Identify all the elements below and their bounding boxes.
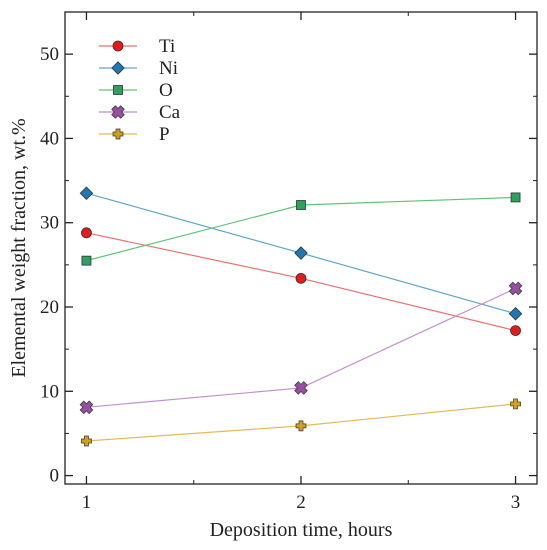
data-point-p	[510, 398, 521, 410]
data-point-ti	[510, 325, 521, 337]
series-markers	[79, 186, 523, 447]
x-tick-label: 1	[82, 492, 92, 513]
x-tick-label: 3	[511, 492, 521, 513]
data-point-ti	[81, 227, 92, 239]
y-tick-label: 20	[40, 297, 59, 318]
y-tick-label: 50	[40, 44, 59, 65]
data-point-o	[296, 200, 306, 210]
legend-label-ti: Ti	[159, 36, 175, 57]
legend-marker-ca	[111, 105, 125, 119]
legend-label-ca: Ca	[159, 102, 181, 123]
series-lines	[86, 192, 516, 442]
data-point-p	[295, 420, 307, 432]
data-point-ca	[294, 381, 308, 395]
legend-marker-ni	[111, 61, 125, 75]
legend-label-ni: Ni	[159, 58, 178, 79]
legend-marker-p	[112, 128, 124, 140]
legend-marker-ti	[112, 40, 124, 52]
y-tick-label: 10	[40, 381, 59, 402]
data-point-ca	[79, 400, 94, 415]
data-point-o	[510, 192, 521, 203]
legend-marker-o	[113, 85, 123, 95]
data-point-o	[81, 255, 92, 266]
data-point-ca	[508, 281, 523, 296]
y-tick-label: 40	[40, 128, 59, 149]
x-tick-label: 2	[296, 492, 306, 513]
legend-label-o: O	[159, 80, 173, 101]
data-point-ni	[79, 186, 94, 200]
data-point-ni	[294, 246, 308, 260]
data-point-ni	[508, 306, 523, 321]
data-point-ti	[295, 272, 307, 284]
y-axis: 0 10 20 30 40 50	[40, 44, 537, 487]
y-tick-label: 0	[50, 466, 60, 487]
y-tick-label: 30	[40, 213, 59, 234]
x-axis: 1 2 3	[82, 12, 521, 513]
x-axis-label: Deposition time, hours	[210, 519, 393, 541]
legend-label-p: P	[159, 124, 170, 145]
data-point-p	[81, 435, 92, 447]
y-axis-label: Elemental weight fraction, wt.%	[8, 118, 30, 377]
